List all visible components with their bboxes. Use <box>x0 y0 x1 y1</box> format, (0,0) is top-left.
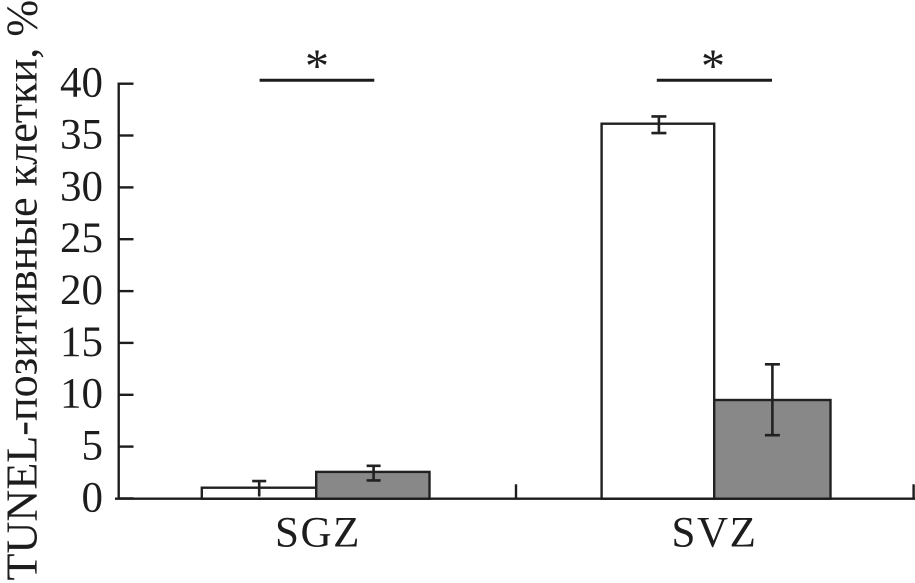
svg-text:30: 30 <box>60 163 103 210</box>
svg-text:*: * <box>701 40 725 93</box>
svg-text:20: 20 <box>60 267 103 314</box>
svg-text:SGZ: SGZ <box>275 510 361 557</box>
svg-text:0: 0 <box>82 474 104 521</box>
svg-text:35: 35 <box>60 111 103 158</box>
svg-text:5: 5 <box>82 423 104 470</box>
svg-text:25: 25 <box>60 215 103 262</box>
svg-text:15: 15 <box>60 319 103 366</box>
svg-text:SVZ: SVZ <box>671 510 757 557</box>
svg-text:10: 10 <box>60 371 103 418</box>
svg-text:40: 40 <box>60 60 103 107</box>
svg-text:TUNEL-позитивные клетки, %: TUNEL-позитивные клетки, % <box>0 0 47 581</box>
svg-text:*: * <box>305 40 329 93</box>
